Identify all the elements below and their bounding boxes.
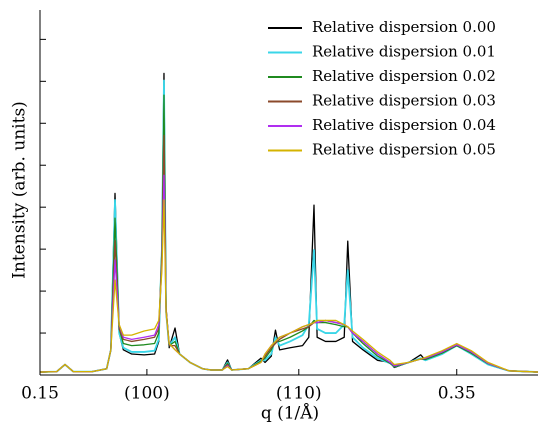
legend-label: Relative dispersion 0.02 <box>312 67 496 85</box>
legend-label: Relative dispersion 0.01 <box>312 43 496 61</box>
legend-label: Relative dispersion 0.05 <box>312 141 496 159</box>
series-line <box>39 94 539 373</box>
x-tick-label: (110) <box>276 384 322 404</box>
legend-label: Relative dispersion 0.04 <box>312 116 496 134</box>
x-axis-label: q (1/Å) <box>261 403 319 424</box>
y-axis-label: Intensity (arb. units) <box>10 101 30 279</box>
series-line <box>39 199 539 373</box>
x-tick-label: 0.15 <box>21 384 59 404</box>
legend-label: Relative dispersion 0.00 <box>312 18 496 36</box>
series-line <box>39 134 539 373</box>
legend-label: Relative dispersion 0.03 <box>312 92 496 110</box>
x-tick-label: 0.35 <box>438 384 476 404</box>
x-tick-label: (100) <box>124 384 170 404</box>
